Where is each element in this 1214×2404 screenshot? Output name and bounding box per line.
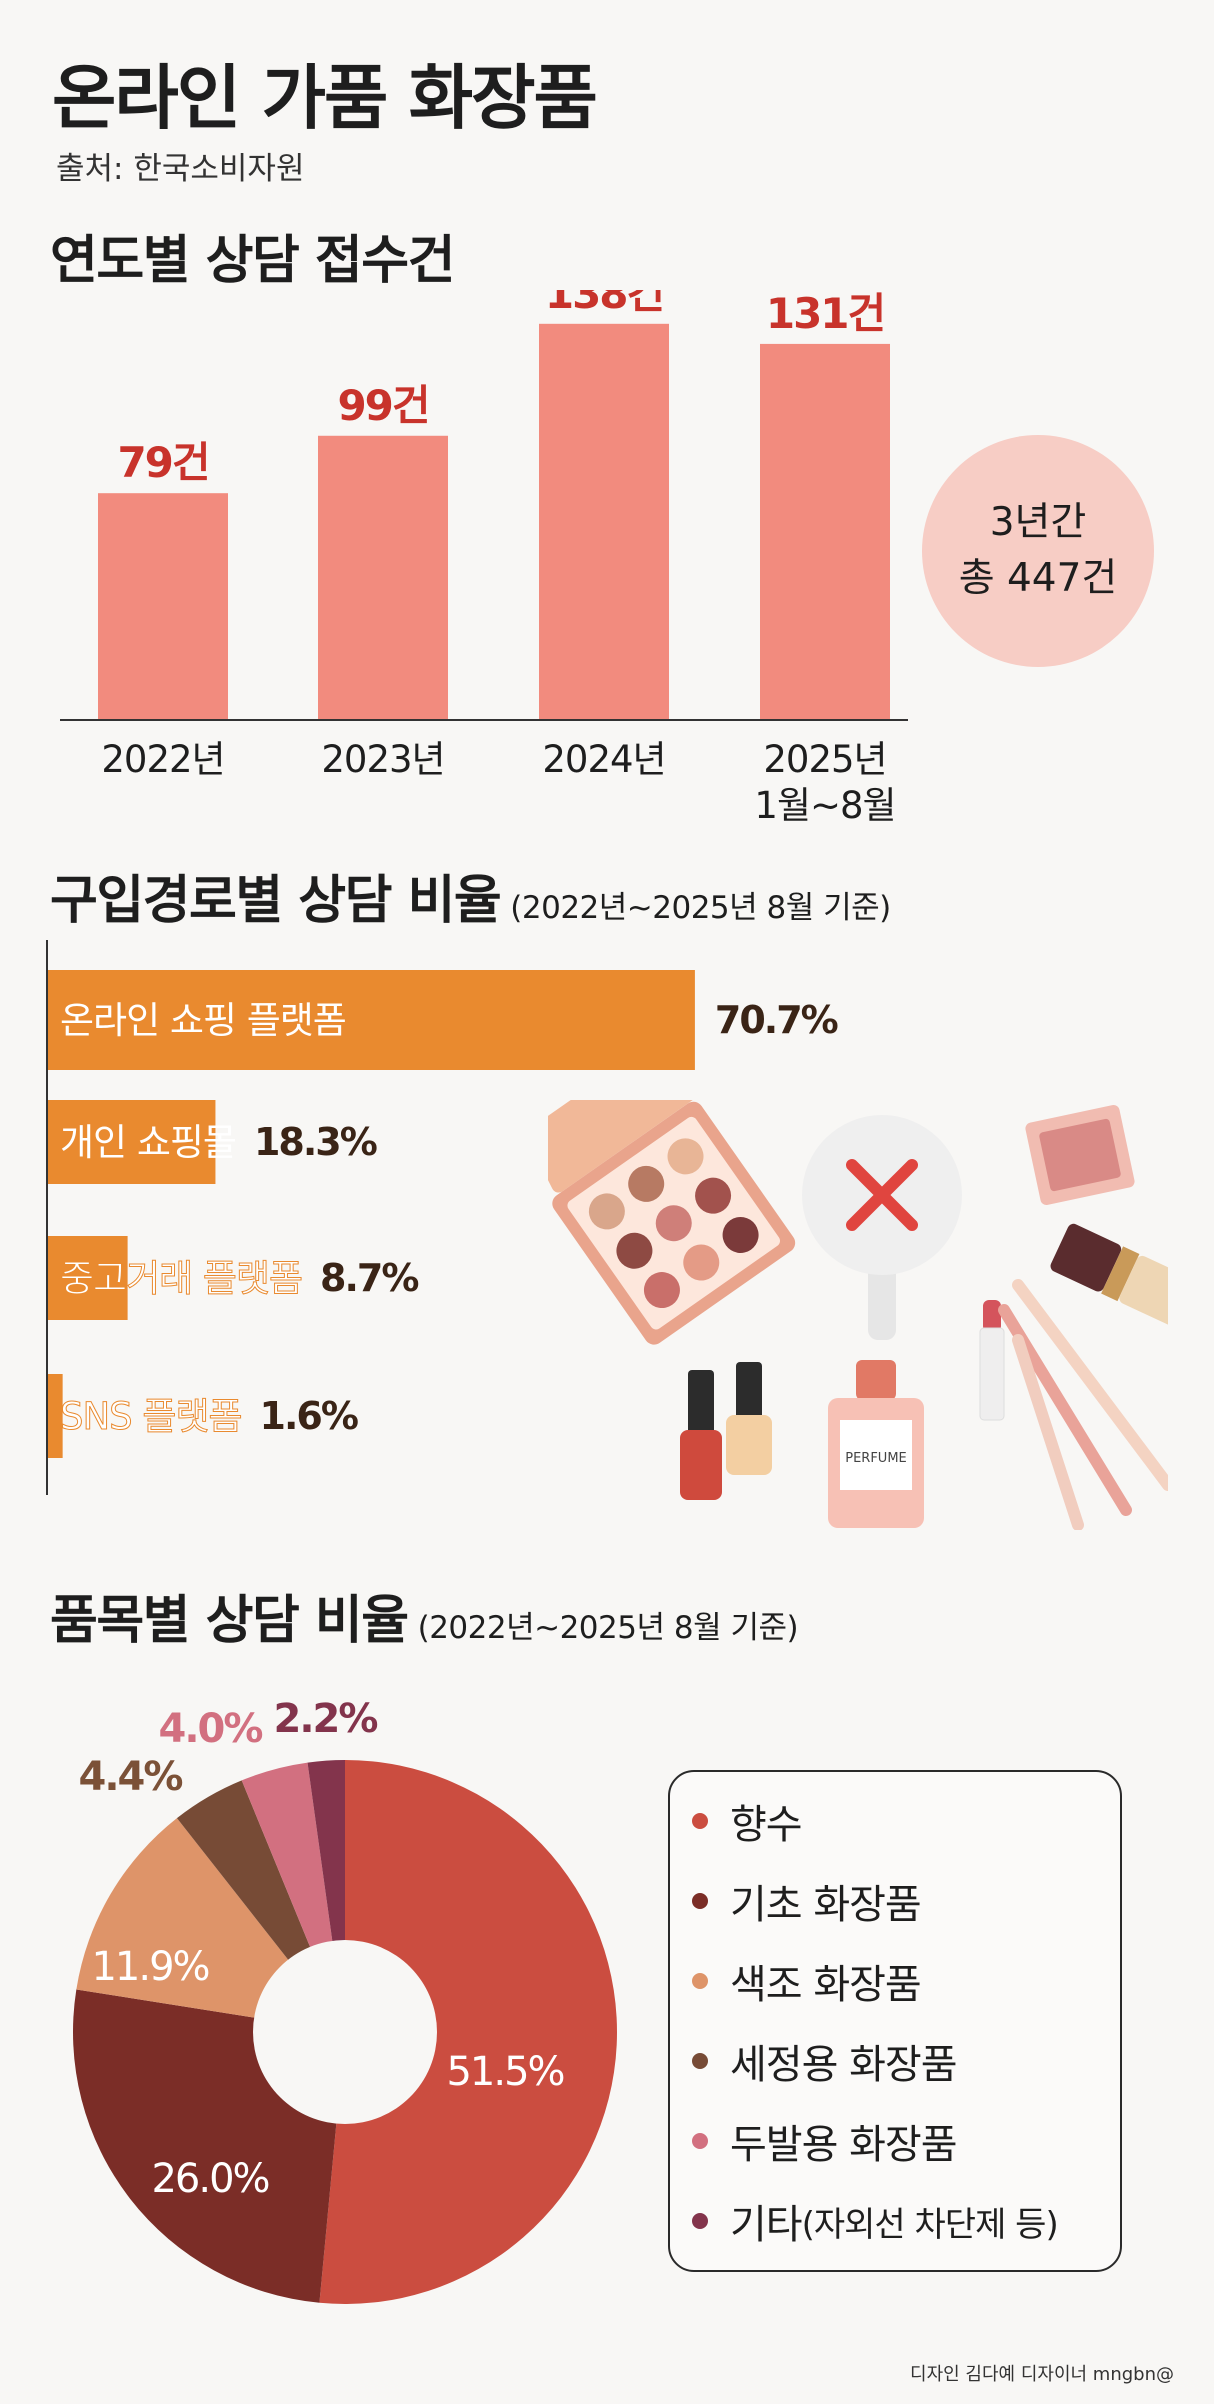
- channel-bar: [48, 1236, 128, 1320]
- page-title: 온라인 가품 화장품: [52, 57, 598, 139]
- year-bar-value: 99건: [337, 381, 428, 430]
- total-label-period: 3년간: [989, 500, 1087, 545]
- perfume-bottle-icon: PERFUME: [828, 1360, 924, 1528]
- channel-bar: [48, 1100, 216, 1184]
- legend-item: 향수: [692, 1792, 803, 1850]
- legend-item: 세정용 화장품: [692, 2032, 958, 2090]
- cosmetics-illustration: PERFUME: [548, 1100, 1168, 1530]
- year-bar: [539, 323, 669, 720]
- year-tick-label: 1월~8월: [754, 784, 895, 827]
- channel-category-label: 개인 쇼핑몰: [60, 1121, 236, 1164]
- source-note: 출처: 한국소비자원: [56, 151, 305, 187]
- year-bar-value: 131건: [766, 290, 884, 338]
- channel-category-label: 중고거래 플랫폼: [60, 1257, 302, 1300]
- concealer-icon: [1050, 1223, 1168, 1332]
- donut-slice-label: 4.0%: [159, 1706, 263, 1752]
- total-label-count: 총 447건: [958, 556, 1118, 601]
- legend-item: 색조 화장품: [692, 1952, 922, 2010]
- makeup-pencils-icon: [998, 1279, 1168, 1530]
- blush-compact-icon: [1025, 1105, 1135, 1205]
- category-chart-title-text: 품목별 상담 비율: [50, 1591, 409, 1651]
- year-bar-value: 138건: [545, 290, 663, 318]
- legend-note: (자외선 차단제 등): [801, 2204, 1059, 2245]
- legend-swatch: [692, 1973, 708, 1989]
- donut-slice-label: 26.0%: [151, 2156, 268, 2202]
- legend-label: 색조 화장품: [730, 1962, 922, 2008]
- eyeshadow-palette-icon: [548, 1100, 796, 1345]
- mirror-x-icon: [802, 1115, 962, 1340]
- category-chart-title: 품목별 상담 비율 (2022년~2025년 8월 기준): [50, 1578, 799, 1653]
- donut-slice-label: 4.4%: [79, 1754, 183, 1800]
- channel-bar-value: 8.7%: [320, 1256, 418, 1300]
- channel-bar-chart: 온라인 쇼핑 플랫폼 70.7% 개인 쇼핑몰 18.3% 중고거래 플랫폼 8.7% SN…: [46, 940, 840, 1495]
- legend-label: 기초 화장품: [730, 1882, 922, 1928]
- channel-category-label: SNS 플랫폼: [60, 1395, 242, 1438]
- legend-label: 두발용 화장품: [730, 2122, 958, 2168]
- channel-bar: [48, 970, 695, 1070]
- channel-chart-subtitle: (2022년~2025년 8월 기준): [510, 890, 891, 926]
- channel-chart-title-text: 구입경로별 상담 비율: [50, 871, 502, 931]
- legend-swatch: [692, 2133, 708, 2149]
- year-bar-value: 79건: [117, 438, 208, 487]
- channel-bar: [48, 1374, 63, 1458]
- legend-swatch: [692, 1813, 708, 1829]
- legend-item: 두발용 화장품: [692, 2112, 958, 2170]
- lipstick-icon: [979, 1300, 1005, 1421]
- donut-slice-label: 2.2%: [274, 1696, 378, 1742]
- legend-label: 세정용 화장품: [730, 2042, 958, 2088]
- total-count-badge: 3년간 총 447건: [922, 435, 1154, 667]
- year-bar: [760, 343, 890, 720]
- legend-label: 기타: [730, 2202, 803, 2248]
- year-bar: [98, 493, 228, 720]
- year-tick-label: 2023년: [321, 738, 444, 781]
- donut-slice-label: 11.9%: [91, 1944, 208, 1990]
- design-credit: 디자인 김다예 디자이너 mngbn@: [910, 2364, 1174, 2385]
- channel-bar-value: 70.7%: [715, 998, 838, 1042]
- year-tick-label: 2022년: [101, 738, 224, 781]
- channel-category-label: 온라인 쇼핑 플랫폼: [60, 999, 346, 1042]
- year-tick-label: 2024년: [542, 738, 665, 781]
- year-tick-label: 2025년: [763, 738, 886, 781]
- donut-slice-label: 51.5%: [446, 2049, 563, 2095]
- category-donut-chart: 51.5% 26.0% 11.9% 4.4%4.0% 2.2%: [72, 1696, 617, 2304]
- legend-swatch: [692, 2213, 708, 2229]
- legend-label: 향수: [730, 1802, 803, 1848]
- channel-chart-title: 구입경로별 상담 비율 (2022년~2025년 8월 기준): [50, 858, 891, 933]
- channel-bar-value: 1.6%: [260, 1394, 358, 1438]
- nail-polish-icon: [680, 1362, 772, 1500]
- legend-swatch: [692, 2053, 708, 2069]
- year-bar: [318, 435, 448, 720]
- legend-item: 기타 (자외선 차단제 등): [692, 2192, 1059, 2250]
- legend-item: 기초 화장품: [692, 1872, 922, 1930]
- donut-slice: [319, 1760, 617, 2304]
- perfume-label: PERFUME: [845, 1451, 907, 1466]
- yearly-chart-title: 연도별 상담 접수건: [50, 231, 455, 291]
- legend-swatch: [692, 1893, 708, 1909]
- category-chart-subtitle: (2022년~2025년 8월 기준): [417, 1610, 799, 1646]
- channel-bar-value: 18.3%: [254, 1120, 377, 1164]
